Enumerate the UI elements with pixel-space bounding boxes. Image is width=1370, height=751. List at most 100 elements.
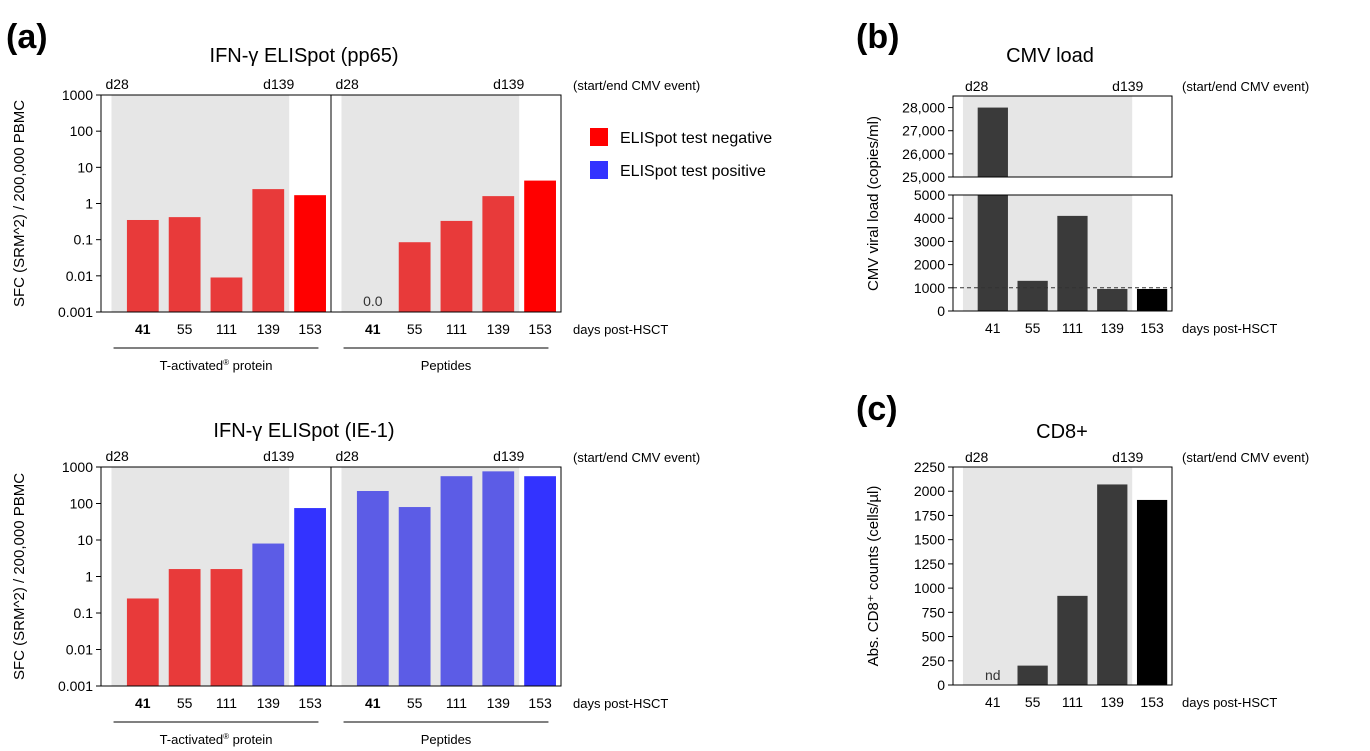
end-label: d139 [493,448,524,464]
x-axis-note: days post-HSCT [1182,321,1277,336]
x-axis-note: days post-HSCT [573,696,668,711]
group-label-peptides: Peptides [421,732,472,747]
y-tick-label: 750 [922,604,946,620]
legend-negative-swatch [590,128,608,146]
bar [1057,595,1088,685]
ie1-chart: d28 d139 d28 d139 41 55 111 139 153 T-activated® … [11,420,700,747]
end-label: d139 [263,448,294,464]
legend-negative-label: ELISpot test negative [620,130,772,147]
x-tick-label: 153 [1140,694,1164,710]
x-tick-label: 55 [407,695,423,711]
bar [210,277,243,312]
cmv-event-note: (start/end CMV event) [1182,450,1309,465]
bar [210,569,243,686]
panel-letter-b: (b) [856,18,899,56]
y-tick-label: 1750 [914,507,945,523]
y-tick-label: 3000 [914,233,945,249]
bar [1097,484,1128,685]
x-tick-label: 41 [985,320,1001,336]
bar [1017,280,1048,311]
x-tick-label: 111 [446,321,467,337]
bar [1017,665,1048,685]
y-tick-label: 0 [937,677,945,693]
bar [168,217,201,312]
y-tick-label: 2000 [914,257,945,273]
y-tick-label: 1000 [62,87,93,103]
y-tick-label: 27,000 [902,123,945,139]
y-axis-label: SFC (SRM^2) / 200,000 PBMC [11,473,28,680]
y-tick-label: 2250 [914,459,945,475]
y-tick-label: 1000 [62,459,93,475]
start-label: d28 [335,76,359,92]
x-axis-note: days post-HSCT [1182,695,1277,710]
y-tick-label: 28,000 [902,100,945,116]
y-tick-label: 0.001 [58,304,93,320]
legend-positive-swatch [590,161,608,179]
bar [252,543,285,686]
start-label: d28 [105,448,129,464]
y-tick-label: 0.01 [66,268,93,284]
panel-letter-c: (c) [856,390,898,428]
x-tick-label: 55 [407,321,423,337]
x-tick-label: 41 [135,695,151,711]
bar-upper-part [977,107,1008,177]
x-axis-note: days post-HSCT [573,322,668,337]
x-tick-label: 111 [446,695,467,711]
x-tick-label: 111 [216,321,237,337]
x-tick-label: 139 [257,321,281,337]
bar [440,476,473,686]
y-tick-label: 1000 [914,280,945,296]
bar [1136,499,1168,685]
bar [126,598,159,686]
y-tick-label: 100 [70,496,94,512]
y-tick-label: 2000 [914,483,945,499]
y-axis-label: Abs. CD8⁺ counts (cells/µl) [865,486,882,667]
x-tick-label: 153 [298,695,322,711]
start-label: d28 [335,448,359,464]
y-tick-label: 1250 [914,556,945,572]
x-tick-label: 111 [216,695,237,711]
y-tick-label: 500 [922,629,946,645]
plot-frame [952,466,1173,686]
bar [482,196,515,312]
y-tick-label: 25,000 [902,169,945,185]
end-label: d139 [263,76,294,92]
y-tick-label: 1 [85,569,93,585]
x-tick-label: 153 [1140,320,1164,336]
y-tick-label: 1500 [914,532,945,548]
plot-frame [330,466,562,687]
x-tick-label: 153 [528,321,552,337]
group-label-protein: T-activated® protein [160,358,273,373]
bar [1097,288,1128,311]
bar [126,219,159,312]
y-tick-label: 10 [77,159,93,175]
plot-frame [330,94,562,313]
bar [398,507,431,686]
bar [252,189,285,312]
y-tick-label: 0 [937,303,945,319]
x-tick-label: 41 [135,321,151,337]
x-tick-label: 41 [365,321,381,337]
bar [168,569,201,686]
y-tick-label: 0.1 [74,232,94,248]
y-axis-label: SFC (SRM^2) / 200,000 PBMC [11,100,28,307]
y-tick-label: 5000 [914,187,945,203]
x-tick-label: 139 [1101,320,1125,336]
x-tick-label: 139 [257,695,281,711]
x-tick-label: 55 [1025,694,1041,710]
x-tick-label: 139 [1101,694,1125,710]
cmv-event-note: (start/end CMV event) [573,450,700,465]
bar [356,491,389,686]
bar [1057,215,1088,311]
bar [398,242,431,312]
y-tick-label: 0.01 [66,642,93,658]
y-tick-label: 26,000 [902,146,945,162]
y-tick-label: 1 [85,196,93,212]
plot-frame [952,194,1173,312]
y-tick-label: 4000 [914,210,945,226]
chart-title: IFN-γ ELISpot (IE-1) [213,420,394,442]
start-label: d28 [965,449,989,465]
x-tick-label: 111 [1062,694,1083,710]
x-tick-label: 111 [1062,320,1083,336]
